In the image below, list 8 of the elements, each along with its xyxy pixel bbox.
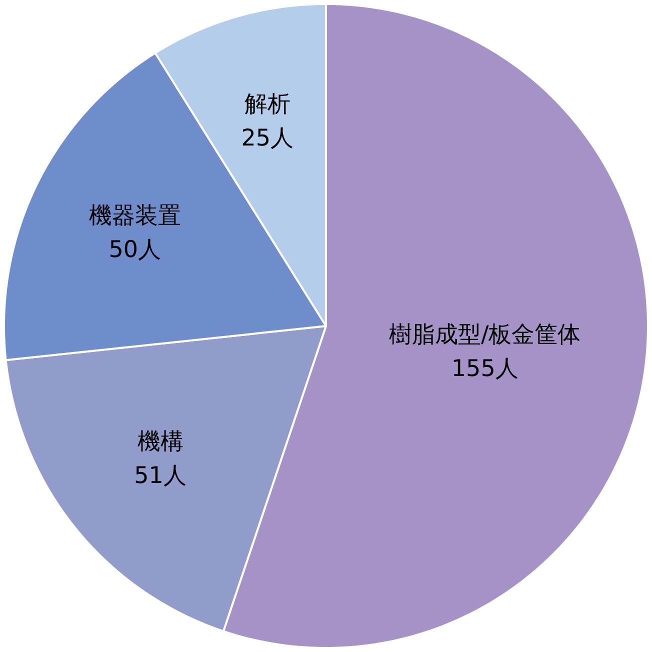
data-label: 50人 bbox=[108, 237, 162, 264]
data-label: 155人 bbox=[451, 356, 518, 382]
slice-label: 解析 bbox=[244, 92, 290, 118]
slice-label: 機器装置 bbox=[88, 203, 181, 230]
data-label: 51人 bbox=[134, 463, 186, 490]
slice-label: 機構 bbox=[137, 429, 184, 456]
slice-label: 樹脂成型/板金筐体 bbox=[389, 322, 581, 348]
data-label: 25人 bbox=[241, 126, 294, 152]
